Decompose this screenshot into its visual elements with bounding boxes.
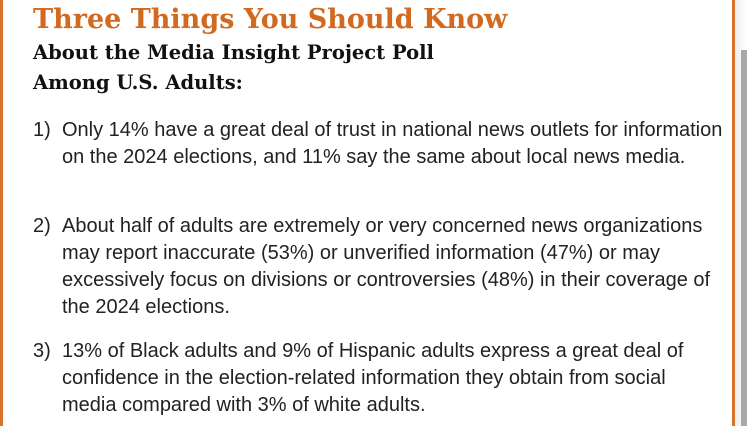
list-item: 3) 13% of Black adults and 9% of Hispani…: [33, 338, 723, 419]
subtitle-line-1: About the Media Insight Project Poll: [33, 41, 434, 64]
list-item-text: 13% of Black adults and 9% of Hispanic a…: [62, 340, 684, 416]
list-item: 2) About half of adults are extremely or…: [33, 213, 723, 321]
list-item-number: 2): [33, 215, 51, 237]
page-subtitle: About the Media Insight Project Poll Amo…: [33, 38, 434, 98]
page-title: Three Things You Should Know: [33, 4, 508, 35]
list-item-text: About half of adults are extremely or ve…: [62, 215, 711, 318]
list-item: 1) Only 14% have a great deal of trust i…: [33, 117, 723, 171]
left-accent-border: [0, 0, 3, 426]
right-accent-border: [732, 0, 735, 426]
card-shadow-edge: [741, 50, 747, 426]
list-item-text: Only 14% have a great deal of trust in n…: [62, 119, 723, 168]
subtitle-line-2: Among U.S. Adults:: [33, 71, 243, 94]
list-item-number: 3): [33, 340, 51, 362]
list-item-number: 1): [33, 119, 51, 141]
